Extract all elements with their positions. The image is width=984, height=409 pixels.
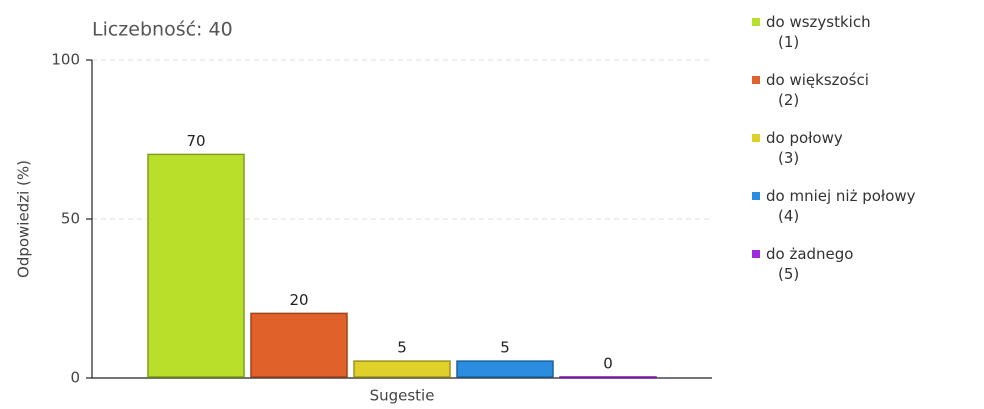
legend-label: do wszystkich (1) [766,13,875,51]
value-label: 0 [603,355,613,373]
y-tick-label: 50 [61,210,80,228]
legend-label: do żadnego (5) [766,245,858,283]
y-tick-label: 0 [70,369,80,387]
bar [456,360,554,378]
value-label: 20 [289,291,308,309]
bar [250,312,348,378]
y-tick-label: 100 [51,51,80,69]
legend-label: do mniej niż połowy (4) [766,187,920,225]
bar [559,376,657,379]
bar [353,360,451,378]
legend-swatch [752,76,760,84]
y-axis-label: Odpowiedzi (%) [15,160,33,278]
value-label: 70 [186,132,205,150]
legend-swatch [752,134,760,142]
legend-swatch [752,250,760,258]
legend-swatch [752,192,760,200]
bar [147,153,245,378]
value-label: 5 [500,339,510,357]
legend-label: do większości (2) [766,71,874,109]
legend-swatch [752,18,760,26]
legend-label: do połowy (3) [766,129,848,167]
value-label: 5 [397,339,407,357]
chart-title: Liczebność: 40 [92,19,233,41]
x-tick-label: Sugestie [370,387,435,405]
